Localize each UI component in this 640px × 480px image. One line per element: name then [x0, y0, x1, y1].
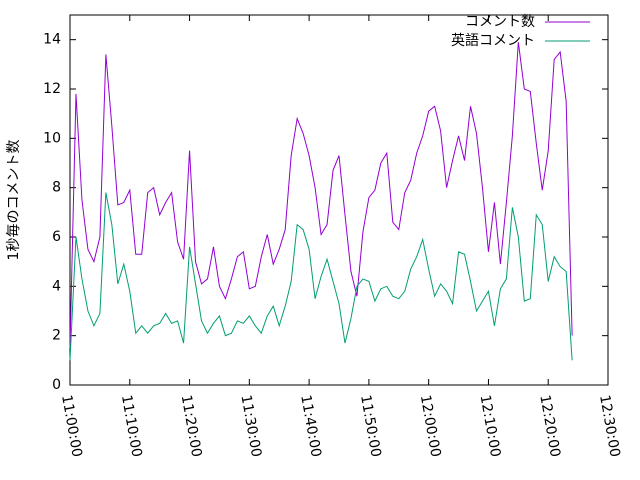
y-tick-label: 0 — [52, 377, 61, 393]
y-tick-label: 12 — [43, 81, 61, 97]
x-tick-label: 12:10:00 — [477, 394, 504, 459]
x-tick-label: 11:50:00 — [357, 394, 384, 459]
y-tick-label: 2 — [52, 328, 61, 344]
series-line — [69, 42, 573, 349]
x-tick-label: 11:00:00 — [58, 394, 85, 459]
x-tick-label: 11:30:00 — [237, 394, 264, 459]
legend-label: 英語コメント — [451, 32, 535, 49]
y-tick-label: 14 — [43, 32, 61, 48]
y-tick-label: 6 — [52, 229, 61, 245]
x-tick-label: 11:10:00 — [118, 394, 145, 459]
y-tick-label: 8 — [52, 180, 61, 196]
x-tick-label: 12:00:00 — [417, 394, 444, 459]
x-tick-label: 12:20:00 — [536, 394, 563, 459]
x-tick-label: 11:40:00 — [297, 394, 324, 459]
series-line — [69, 192, 573, 361]
legend-label: コメント数 — [465, 14, 535, 30]
x-tick-label: 12:30:00 — [596, 394, 623, 459]
x-tick-label: 11:20:00 — [178, 394, 205, 459]
y-axis-label: 1秒毎のコメント数 — [6, 140, 22, 261]
y-tick-label: 10 — [43, 130, 61, 146]
plot-frame — [69, 14, 609, 386]
y-tick-label: 4 — [52, 278, 61, 294]
